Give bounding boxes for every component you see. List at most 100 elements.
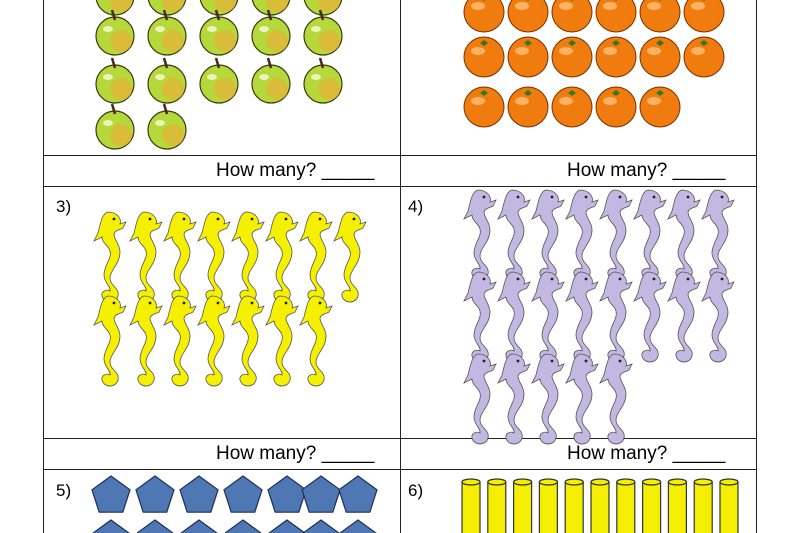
pentagon-icon xyxy=(136,519,174,533)
orange-icon xyxy=(551,0,593,33)
seahorse-icon xyxy=(531,271,565,363)
seahorse-icon xyxy=(497,271,531,363)
seahorse-icon xyxy=(231,211,265,303)
seahorse-icon xyxy=(129,295,163,387)
seahorse-icon xyxy=(299,211,333,303)
orange-icon xyxy=(463,86,505,128)
seahorse-icon xyxy=(299,295,333,387)
seahorse-icon xyxy=(129,211,163,303)
seahorse-icon xyxy=(667,271,701,363)
apple-icon xyxy=(303,57,343,104)
row-line xyxy=(43,155,757,156)
cylinder-icon xyxy=(641,478,662,533)
row-line xyxy=(43,469,757,470)
orange-icon xyxy=(639,36,681,78)
seahorse-icon xyxy=(93,295,127,387)
cylinder-icon xyxy=(719,478,739,533)
pentagon-icon xyxy=(301,475,341,513)
apple-icon xyxy=(95,9,135,56)
seahorse-icon xyxy=(231,295,265,387)
seahorse-icon xyxy=(497,353,531,445)
problem-number-6: 6) xyxy=(408,481,424,500)
pentagon-icon xyxy=(92,519,130,533)
seahorse-icon xyxy=(333,211,367,303)
seahorse-icon xyxy=(463,189,497,281)
seahorse-icon xyxy=(633,189,667,281)
cylinder-icon xyxy=(590,478,610,533)
apple-icon xyxy=(251,0,291,16)
cylinder-icon xyxy=(512,478,533,533)
cylinder-icon xyxy=(616,478,636,533)
apple-icon xyxy=(147,103,187,150)
pentagon-icon xyxy=(338,475,378,513)
apple-icon xyxy=(199,57,239,104)
seahorse-icon xyxy=(197,211,231,303)
pentagon-icon xyxy=(302,519,340,533)
seahorse-icon xyxy=(265,295,299,387)
apple-icon xyxy=(251,57,291,104)
orange-icon xyxy=(507,0,549,33)
orange-icon xyxy=(463,36,505,78)
center-divider xyxy=(400,0,401,533)
orange-icon xyxy=(683,0,725,33)
seahorse-icon xyxy=(531,353,565,445)
orange-icon xyxy=(639,86,681,128)
pentagon-icon xyxy=(135,475,175,513)
cylinder-icon xyxy=(487,478,507,533)
pentagon-icon xyxy=(267,475,307,513)
seahorse-icon xyxy=(565,271,599,363)
seahorse-icon xyxy=(565,353,599,445)
orange-icon xyxy=(551,86,593,128)
row-line xyxy=(43,438,757,439)
cylinder-icon xyxy=(564,478,584,533)
seahorse-icon xyxy=(163,211,197,303)
left-border xyxy=(43,0,44,533)
cylinder-icon xyxy=(461,478,481,533)
apple-icon xyxy=(251,9,291,56)
orange-icon xyxy=(595,36,637,78)
cylinder-icon xyxy=(538,478,559,533)
seahorse-icon xyxy=(633,271,667,363)
apple-icon xyxy=(147,0,187,16)
seahorse-icon xyxy=(463,271,497,363)
apple-icon xyxy=(303,9,343,56)
seahorse-icon xyxy=(463,353,497,445)
pentagon-icon xyxy=(91,475,131,513)
apple-icon xyxy=(303,0,343,16)
seahorse-icon xyxy=(701,189,735,281)
seahorse-icon xyxy=(701,271,735,363)
apple-icon xyxy=(147,57,187,104)
seahorse-icon xyxy=(197,295,231,387)
apple-icon xyxy=(95,0,135,16)
seahorse-icon xyxy=(667,189,701,281)
apple-icon xyxy=(147,9,187,56)
seahorse-icon xyxy=(265,211,299,303)
orange-icon xyxy=(683,36,725,78)
pentagon-icon xyxy=(339,519,377,533)
how-many-prompt-2: How many? _____ xyxy=(567,160,726,181)
problem-number-5: 5) xyxy=(56,481,72,500)
apple-icon xyxy=(199,0,239,16)
orange-icon xyxy=(507,36,549,78)
apple-icon xyxy=(95,57,135,104)
cylinder-icon xyxy=(693,478,713,533)
seahorse-icon xyxy=(565,189,599,281)
seahorse-icon xyxy=(599,189,633,281)
apple-icon xyxy=(199,9,239,56)
pentagon-icon xyxy=(268,519,306,533)
how-many-prompt-1: How many? _____ xyxy=(216,160,375,181)
orange-icon xyxy=(463,0,505,33)
pentagon-icon xyxy=(223,475,263,513)
seahorse-icon xyxy=(497,189,531,281)
seahorse-icon xyxy=(531,189,565,281)
seahorse-icon xyxy=(163,295,197,387)
row-line xyxy=(43,186,757,187)
cylinder-icon xyxy=(667,478,688,533)
orange-icon xyxy=(595,86,637,128)
orange-icon xyxy=(639,0,681,33)
how-many-prompt-3: How many? _____ xyxy=(216,443,375,464)
how-many-prompt-4: How many? _____ xyxy=(567,443,726,464)
orange-icon xyxy=(507,86,549,128)
